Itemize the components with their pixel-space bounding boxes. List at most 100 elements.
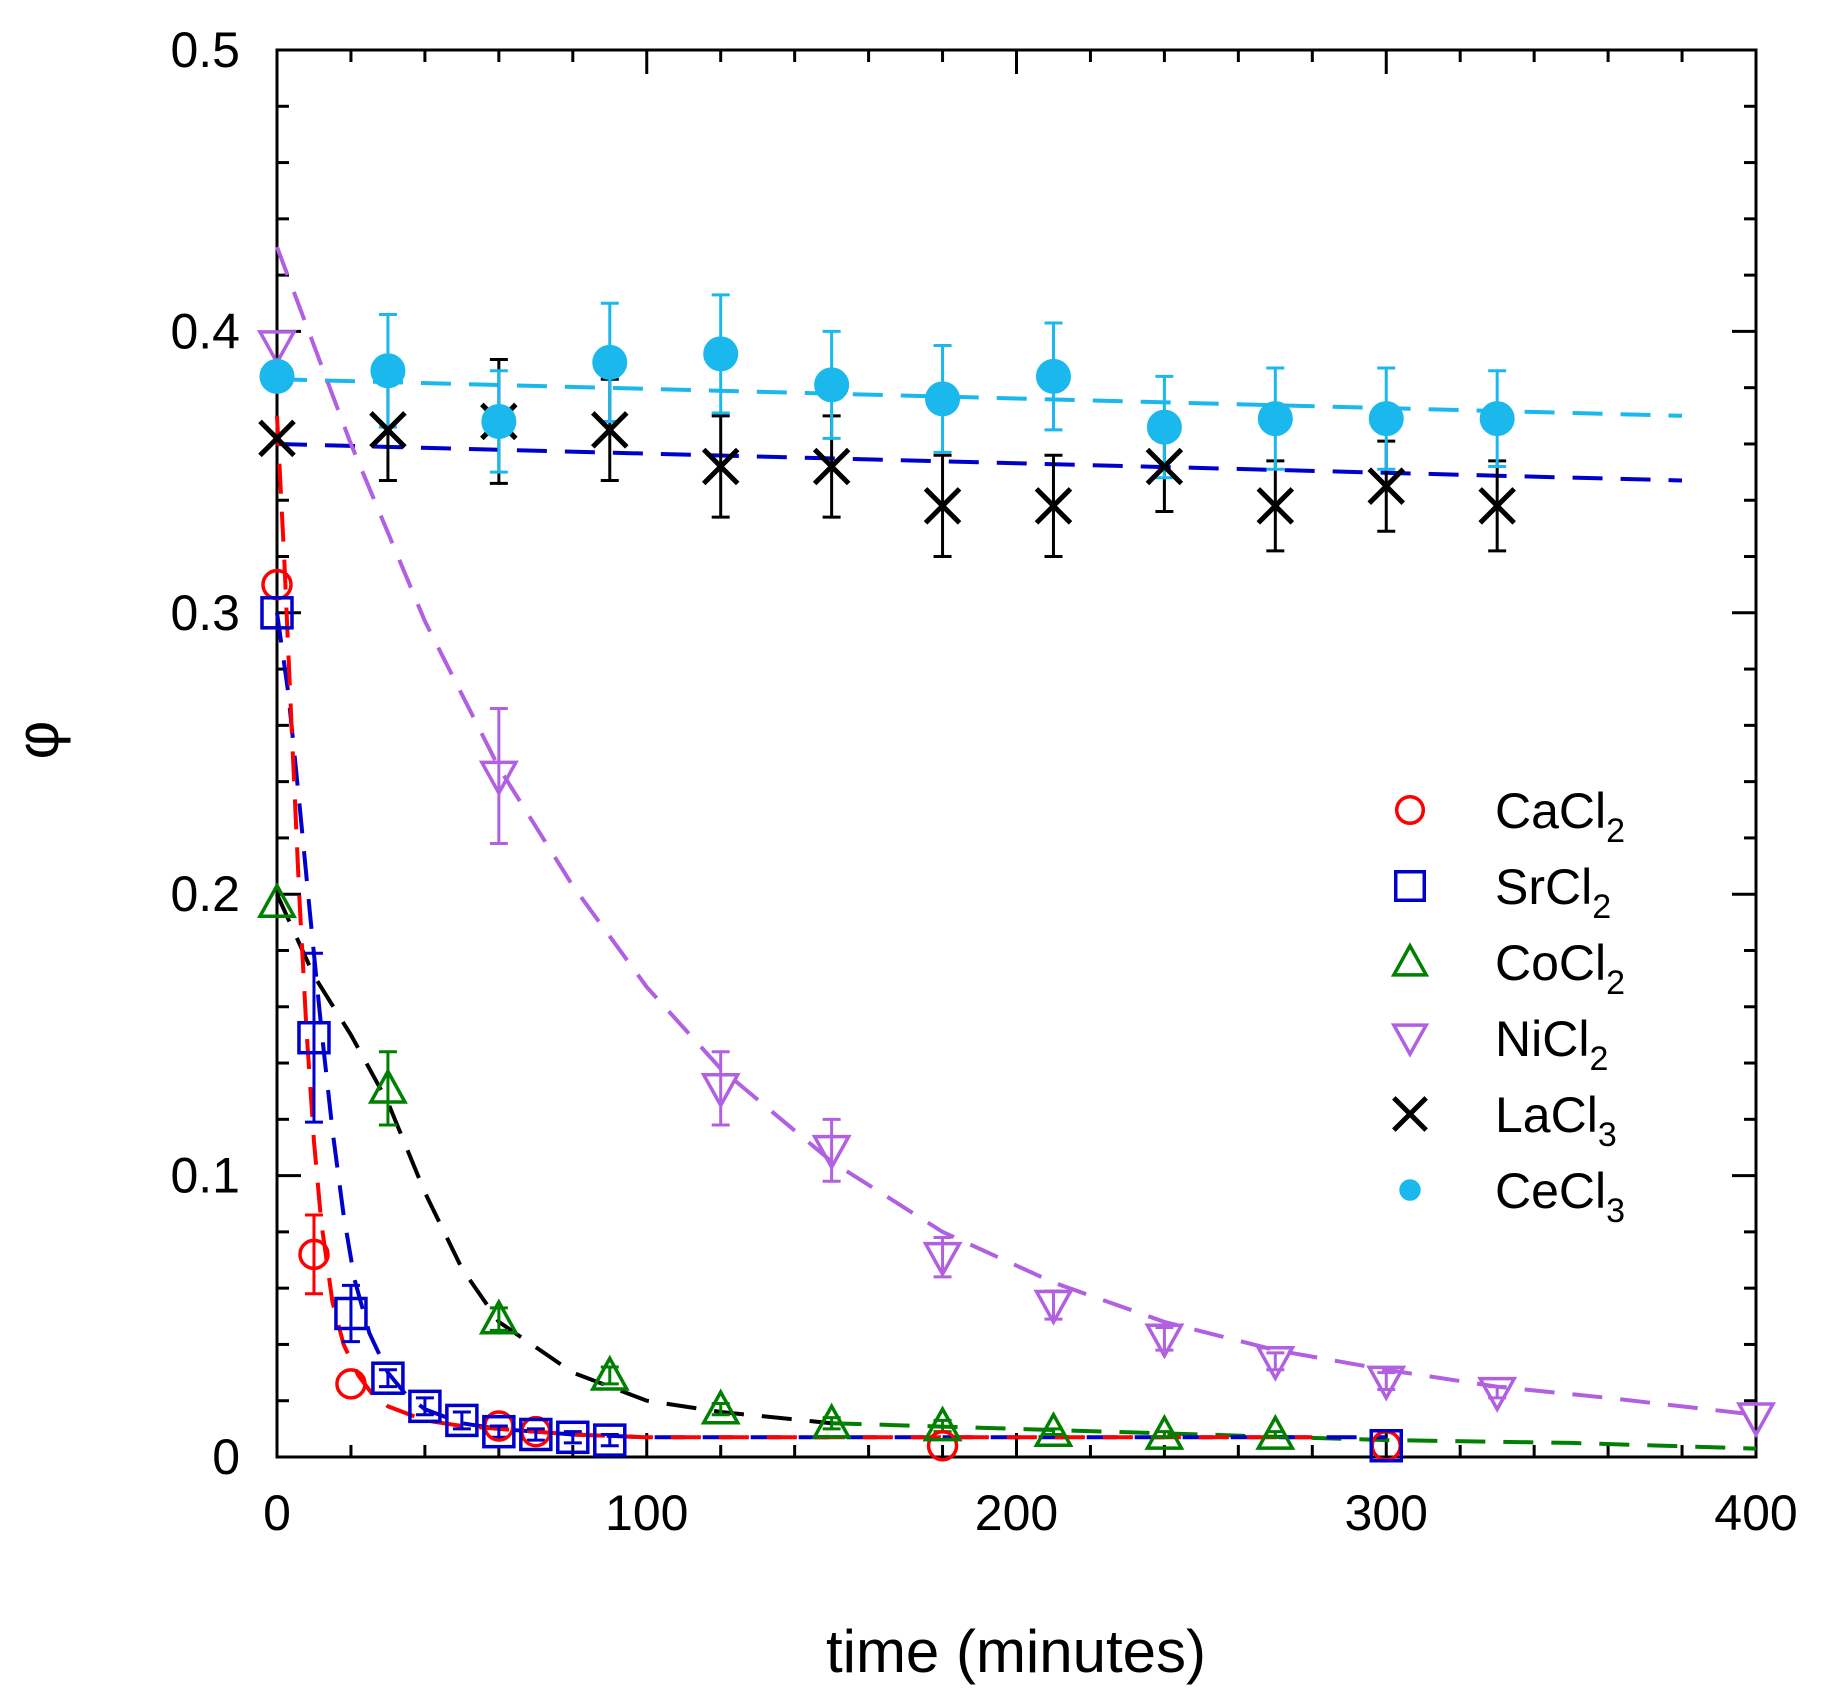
srcl2-point (334, 1296, 368, 1331)
y-tick-label: 0.5 (170, 22, 240, 78)
cecl3-point (481, 403, 517, 439)
cacl2-point (926, 1429, 959, 1462)
fit-srcl2-line (275, 612, 1387, 1440)
srcl2-point (482, 1414, 516, 1449)
legend-subscript-lacl3: 3 (1598, 1116, 1617, 1154)
cocl2-point (811, 1402, 852, 1439)
srcl2-point (593, 1423, 627, 1457)
fit-cocl2-tail-line (831, 1421, 1757, 1451)
cocl2-point (1255, 1413, 1296, 1450)
cecl3-point (703, 336, 739, 372)
lacl3-point (923, 487, 962, 525)
data-points (257, 330, 1776, 1463)
cecl3-point (1257, 401, 1293, 437)
legend-marker-nicl2 (1390, 1023, 1430, 1058)
cecl3-point (1368, 401, 1404, 437)
cecl3-point (259, 358, 295, 394)
legend-marker-srcl2 (1394, 870, 1426, 902)
nicl2-point (1033, 1289, 1074, 1326)
nicl2-point (922, 1241, 963, 1278)
srcl2-point (556, 1420, 590, 1455)
lacl3-point (1256, 487, 1295, 525)
lacl3-point (369, 411, 407, 449)
legend-subscript-srcl2: 2 (1592, 888, 1611, 926)
x-axis-title: time (minutes) (826, 1618, 1206, 1685)
y-tick-label: 0.2 (170, 866, 240, 922)
error-bars (304, 293, 1507, 1448)
cecl3-point (592, 344, 628, 380)
y-tick-label: 0.4 (170, 303, 240, 359)
legend-subscript-cacl2: 2 (1606, 812, 1625, 850)
srcl2-point (297, 1020, 331, 1055)
nicl2-point (700, 1073, 741, 1109)
cocl2-point (367, 1067, 408, 1104)
cecl3-point (925, 381, 961, 417)
legend-marker-lacl3 (1392, 1096, 1428, 1132)
srcl2-point (408, 1389, 442, 1424)
legend-marker-cocl2 (1390, 942, 1430, 977)
lacl3-point (1478, 487, 1516, 525)
cecl3-point (814, 367, 850, 403)
y-tick-label: 0 (212, 1429, 240, 1485)
y-axis-title: φ (4, 721, 71, 760)
lacl3-point (591, 411, 629, 449)
legend-subscript-nicl2: 2 (1589, 1040, 1608, 1078)
fit-curves (275, 246, 1757, 1451)
legend-label-cocl2: CoCl2 (1495, 935, 1625, 1002)
legend-subscript-cecl3: 3 (1606, 1192, 1625, 1230)
srcl2-point (519, 1417, 553, 1452)
x-tick-label: 200 (975, 1485, 1058, 1541)
cocl2-point (700, 1388, 741, 1425)
fit-nicl2-line (275, 246, 1757, 1417)
cecl3-point (1479, 401, 1515, 437)
tick-labels: 0 100 200 300 400 0 0.1 0.2 0.3 0.4 0.5 (170, 22, 1797, 1541)
lacl3-point (258, 419, 296, 458)
cocl2-point (478, 1298, 519, 1335)
fit-lacl3-line (276, 442, 1683, 483)
lacl3-point (701, 447, 740, 486)
lacl3-point (812, 447, 851, 486)
cacl2-point (335, 1368, 367, 1400)
srcl2-point (1369, 1428, 1403, 1463)
nicl2-point (1477, 1376, 1518, 1413)
nicl2-point (1366, 1365, 1407, 1402)
x-tick-label: 400 (1714, 1485, 1797, 1541)
nicl2-point (811, 1134, 852, 1171)
cocl2-point (589, 1354, 630, 1391)
legend-marker-cacl2 (1394, 794, 1426, 826)
srcl2-point (260, 596, 294, 630)
x-tick-label: 100 (605, 1485, 688, 1541)
lacl3-point (1034, 487, 1073, 525)
legend-label-cacl2: CaCl2 (1495, 783, 1625, 850)
nicl2-point (478, 760, 519, 797)
x-tick-label: 300 (1345, 1485, 1428, 1541)
nicl2-point (1255, 1345, 1296, 1382)
cocl2-point (922, 1405, 963, 1442)
fit-cocl2-line (275, 893, 832, 1426)
y-tick-label: 0.3 (170, 585, 240, 641)
nicl2-point (1736, 1402, 1776, 1439)
legend-label-nicl2: NiCl2 (1495, 1011, 1608, 1078)
legend-subscript-cocl2: 2 (1606, 964, 1625, 1002)
y-tick-label: 0.1 (170, 1148, 240, 1204)
nicl2-point (1144, 1323, 1185, 1360)
srcl2-point (371, 1361, 405, 1395)
nicl2-point (257, 330, 297, 367)
cocl2-point (1144, 1413, 1185, 1450)
fit-cecl3-line (276, 377, 1683, 418)
legend-label-lacl3: LaCl3 (1495, 1087, 1617, 1154)
legend: CaCl2 SrCl2 CoCl2 NiCl2 LaCl3 CeCl3 (1390, 783, 1625, 1230)
cocl2-point (257, 882, 297, 918)
legend-marker-cecl3 (1399, 1179, 1421, 1201)
x-tick-label: 0 (263, 1485, 291, 1541)
fit-cacl2-line (275, 415, 1313, 1440)
lacl3-point (1367, 467, 1406, 505)
legend-label-cecl3: CeCl3 (1495, 1163, 1625, 1230)
cecl3-point (1146, 409, 1182, 445)
srcl2-point (445, 1403, 479, 1438)
cecl3-point (370, 353, 406, 389)
cecl3-point (1035, 358, 1071, 394)
cacl2-point (298, 1238, 330, 1271)
lacl3-point (1145, 447, 1184, 486)
